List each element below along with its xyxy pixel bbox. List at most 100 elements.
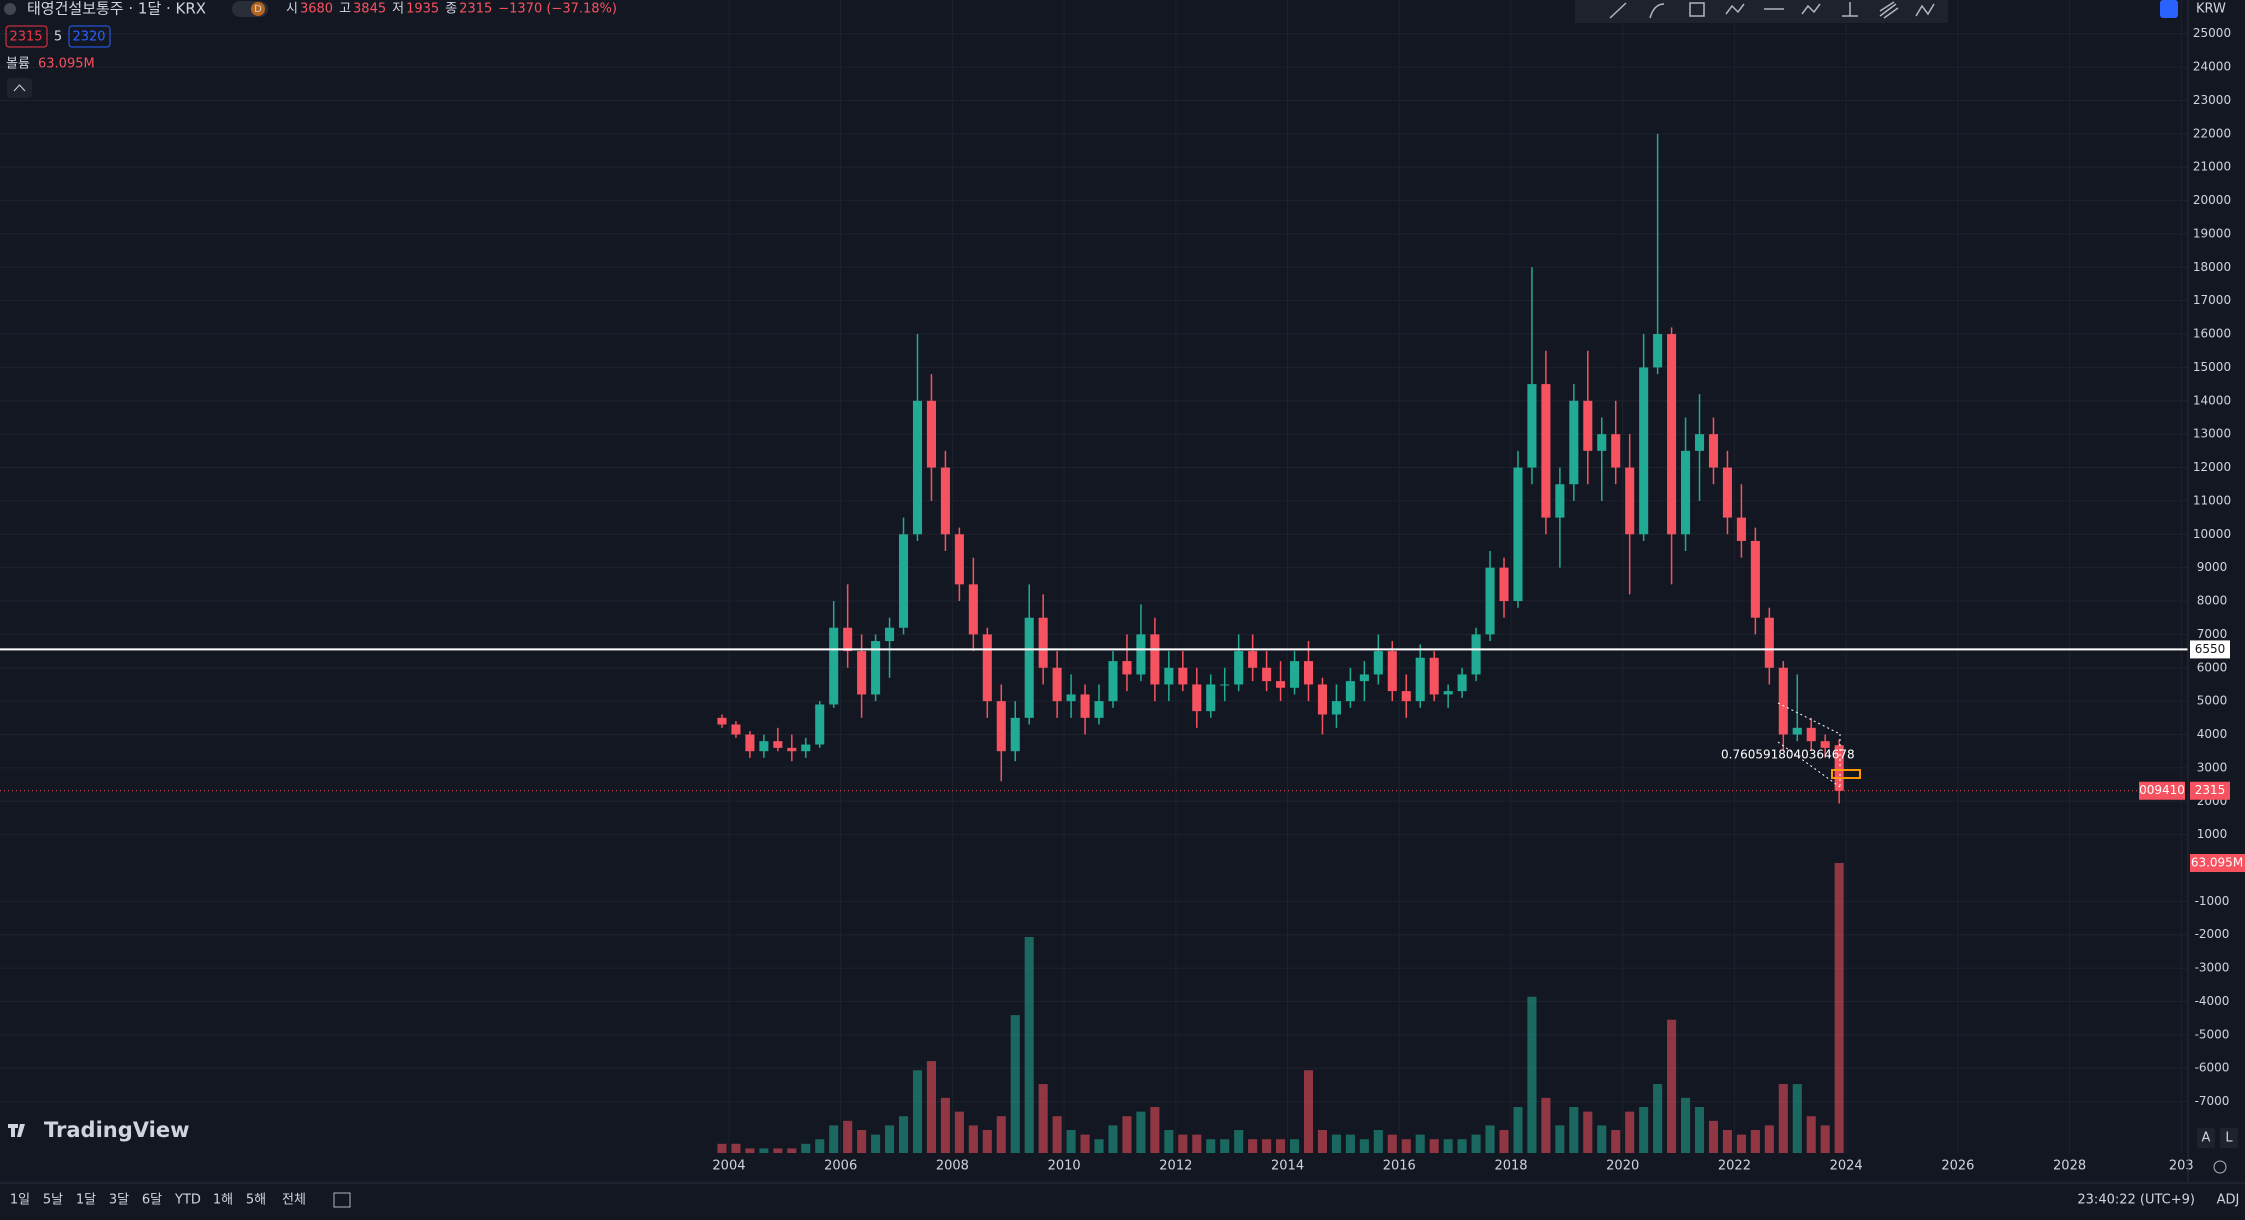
volume-bar	[996, 1116, 1006, 1153]
y-tick-label: -4000	[2195, 994, 2230, 1008]
x-tick-label: 2020	[1606, 1159, 1639, 1174]
candle-body	[1373, 651, 1383, 675]
tool-measure[interactable]	[1842, 2, 1858, 17]
candle-body	[1164, 667, 1174, 685]
sell-box[interactable]	[5, 25, 48, 48]
period-button[interactable]: 5해	[246, 1193, 266, 1208]
symbol-tag: 009410	[2139, 783, 2185, 797]
settings-icon[interactable]	[2213, 1160, 2227, 1174]
candle-body	[871, 641, 881, 695]
y-tick-label: -7000	[2195, 1094, 2230, 1108]
volume-bar	[1262, 1139, 1272, 1153]
volume-bar	[1513, 1107, 1523, 1153]
volume-bar	[1694, 1107, 1705, 1153]
brand: TradingView	[44, 1118, 189, 1142]
x-tick-label: 2018	[1494, 1159, 1527, 1174]
volume-bar	[1485, 1125, 1495, 1153]
spread: 5	[54, 30, 62, 45]
candle-body	[1499, 567, 1509, 602]
symbol-title[interactable]: 태영건설보통주 · 1달 · KRX	[27, 0, 206, 18]
y-tick-label: 22000	[2193, 126, 2231, 140]
adjust[interactable]: ADJ	[2217, 1193, 2240, 1208]
x-tick-label: 2024	[1830, 1159, 1863, 1174]
collapse-button[interactable]	[7, 78, 32, 98]
level-tag: 6550	[2195, 642, 2226, 656]
candle-body	[1611, 434, 1621, 468]
volume-bar	[1750, 1130, 1760, 1153]
symbol-icon	[4, 3, 16, 15]
volume-bar	[1681, 1097, 1691, 1153]
y-tick-label: 11000	[2193, 493, 2231, 507]
tool-line[interactable]	[1609, 2, 1627, 19]
x-tick-label: 2012	[1159, 1159, 1192, 1174]
ohlc-value: 2315	[459, 2, 492, 17]
badge-dot	[251, 2, 265, 16]
clock: 23:40:22 (UTC+9)	[2077, 1193, 2195, 1208]
volume-bar	[1401, 1139, 1411, 1153]
tool-pattern[interactable]	[1801, 3, 1821, 15]
tool-rect[interactable]	[1689, 2, 1705, 17]
candle-body	[1220, 684, 1230, 686]
ohlc-key: 저	[392, 2, 404, 17]
candle-body	[1625, 467, 1635, 535]
volume-bar	[1220, 1139, 1230, 1153]
annotation: 0.7605918040364678	[1721, 748, 1855, 762]
volume-bar	[912, 1070, 923, 1153]
volume-bar	[1457, 1139, 1467, 1153]
volume-bar	[1164, 1130, 1174, 1153]
volume-bar	[1764, 1125, 1774, 1153]
volume-bar	[1234, 1130, 1244, 1153]
candle-body	[1289, 661, 1300, 688]
volume-bar	[745, 1148, 755, 1153]
volume-bar	[1708, 1120, 1719, 1153]
candle-body	[1778, 667, 1788, 735]
volume-bar	[1248, 1139, 1258, 1153]
candle-body	[1820, 741, 1830, 748]
auto-scale-btn[interactable]	[2197, 1128, 2215, 1148]
period-button[interactable]: 3달	[109, 1193, 129, 1208]
candle-body	[1457, 674, 1467, 692]
y-tick-label: -2000	[2195, 927, 2230, 941]
sync-button[interactable]	[2160, 0, 2178, 18]
tool-wave[interactable]	[1915, 3, 1935, 17]
y-tick-label: 19000	[2193, 226, 2231, 240]
period-button[interactable]: 1일	[10, 1193, 30, 1208]
last-price-tag: 2315	[2195, 783, 2226, 797]
candle-body	[717, 717, 727, 725]
buy-box[interactable]	[68, 25, 111, 48]
period-button[interactable]: 전체	[282, 1193, 306, 1208]
volume-bar	[1094, 1139, 1104, 1153]
period-button[interactable]: 6달	[142, 1193, 162, 1208]
candle-body	[1806, 727, 1816, 742]
period-button[interactable]: 5날	[43, 1193, 63, 1208]
volume-bar	[1625, 1111, 1635, 1153]
candle-body	[968, 584, 978, 635]
drawing-toolbar	[1575, 0, 1948, 23]
period-button[interactable]: 1달	[76, 1193, 96, 1208]
y-tick-label: -5000	[2195, 1027, 2230, 1041]
y-tick-label: 7000	[2197, 627, 2228, 641]
volume-bar	[759, 1148, 769, 1153]
volume-bar	[1080, 1134, 1090, 1153]
candle-body	[801, 744, 811, 752]
period-button[interactable]: YTD	[174, 1193, 201, 1208]
candle-body	[1694, 434, 1705, 451]
candle-body	[731, 724, 741, 735]
period-button[interactable]: 1해	[213, 1193, 233, 1208]
currency[interactable]: KRW	[2196, 2, 2226, 17]
log-scale-btn[interactable]	[2220, 1128, 2238, 1148]
tool-ray[interactable]	[1649, 3, 1665, 19]
volume-bar	[1387, 1134, 1397, 1153]
volume-bar	[1303, 1070, 1314, 1153]
sell-price: 2315	[9, 30, 42, 45]
candle-body	[1192, 684, 1202, 712]
candle-body	[1667, 334, 1677, 535]
tool-path[interactable]	[1725, 3, 1745, 15]
x-tick-label: 2016	[1383, 1159, 1416, 1174]
tool-fib[interactable]	[1879, 1, 1899, 19]
date-range-icon[interactable]	[333, 1192, 351, 1208]
trend-lines	[1777, 702, 1841, 788]
candle-body	[1527, 384, 1537, 468]
